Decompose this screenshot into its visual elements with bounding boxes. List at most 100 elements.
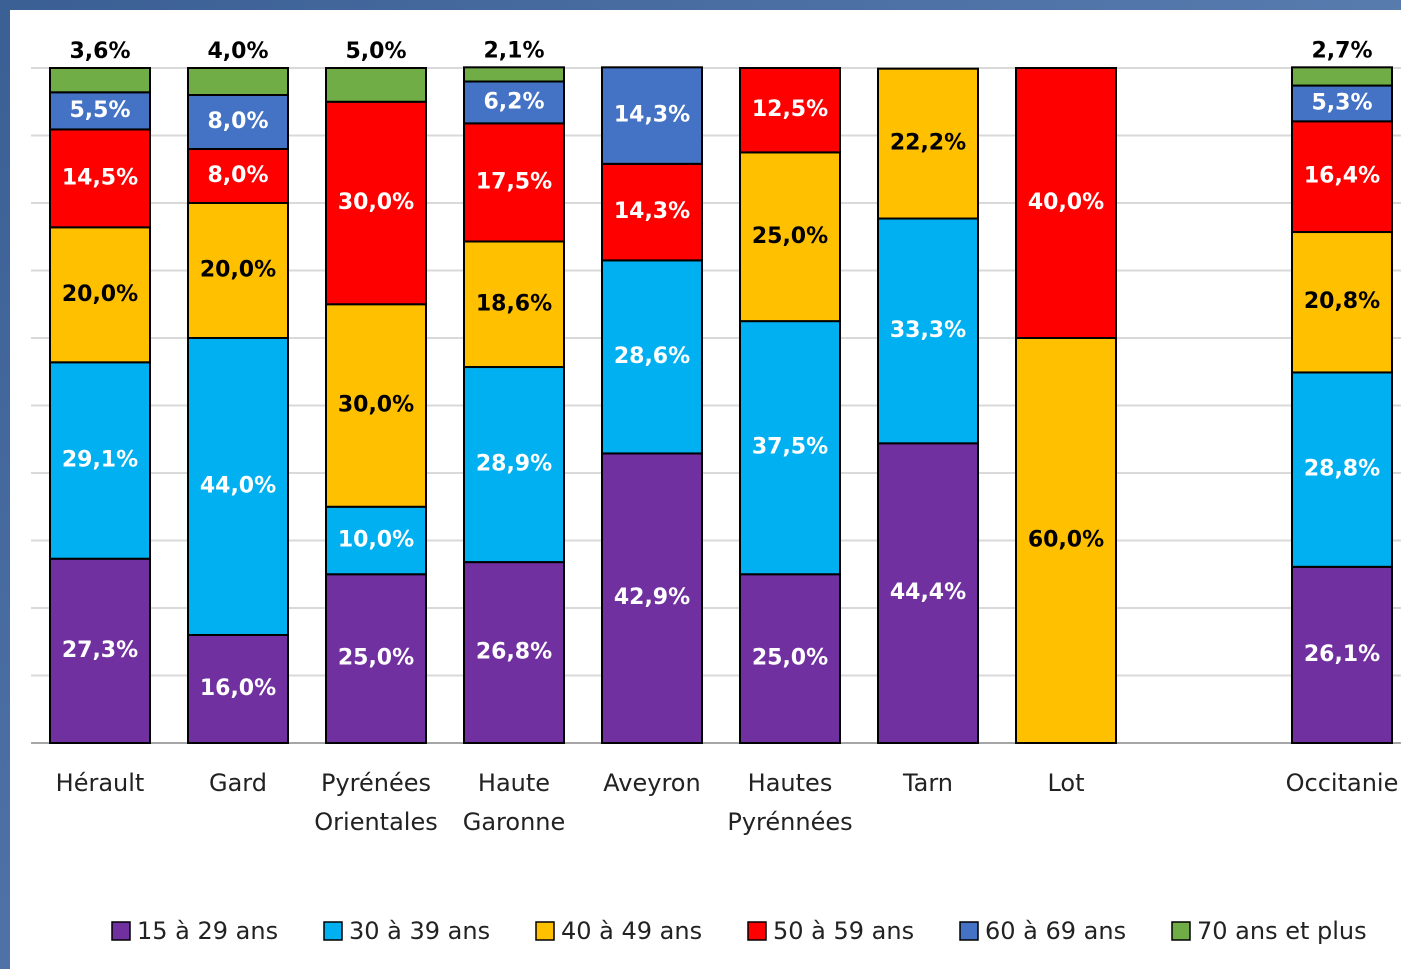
data-label: 8,0% (207, 109, 268, 134)
data-label: 14,5% (62, 165, 138, 190)
data-label: 33,3% (890, 318, 966, 343)
x-tick-label: Haute Garonne (462, 769, 566, 836)
bar-segment (49, 226, 151, 364)
data-label: 44,0% (200, 474, 276, 499)
data-label: 14,3% (614, 103, 690, 128)
legend-label: 30 à 39 ans (349, 917, 490, 945)
x-tick-label: Pyrénées Orientales (314, 769, 438, 836)
bar-segment (325, 303, 427, 508)
data-label: 20,8% (1304, 289, 1380, 314)
bar-segment (187, 67, 289, 96)
data-label: 3,6% (69, 39, 130, 64)
data-label: 17,5% (476, 169, 552, 194)
data-label: 25,0% (752, 646, 828, 671)
legend-label: 60 à 69 ans (985, 917, 1126, 945)
data-label: 30,0% (338, 190, 414, 215)
bar-segment (463, 366, 565, 564)
data-label: 37,5% (752, 435, 828, 460)
data-label: 2,7% (1311, 38, 1372, 63)
bar-segment (49, 67, 151, 94)
bar-segment (325, 505, 427, 576)
bar-segment (187, 148, 289, 204)
legend-swatch (535, 921, 555, 941)
bar-segment (463, 561, 565, 744)
bar-segment (877, 67, 979, 220)
bar-segment (877, 217, 979, 445)
data-label: 20,0% (62, 282, 138, 307)
bar-segment (601, 66, 703, 165)
bar-segment (325, 573, 427, 744)
x-tick-label: Hautes Pyrénnées (727, 769, 853, 836)
data-label: 5,0% (345, 39, 406, 64)
data-label: 40,0% (1028, 190, 1104, 215)
legend-label: 50 à 59 ans (773, 917, 914, 945)
legend-swatch (959, 921, 979, 941)
data-label: 16,4% (1304, 164, 1380, 189)
bar-segment (49, 361, 151, 560)
data-label: 29,1% (62, 448, 138, 473)
data-label: 30,0% (338, 393, 414, 418)
bar-segment (739, 151, 841, 323)
data-label: 10,0% (338, 528, 414, 553)
legend-swatch (111, 921, 131, 941)
bar-segment (49, 91, 151, 131)
bar-segment (739, 67, 841, 154)
data-label: 4,0% (207, 39, 268, 64)
data-label: 44,4% (890, 580, 966, 605)
data-label: 2,1% (483, 38, 544, 63)
bar-segment (187, 202, 289, 339)
x-tick-label: Aveyron (603, 769, 701, 797)
bar-segment (1291, 84, 1393, 123)
legend-label: 70 ans et plus (1197, 917, 1367, 945)
x-tick-label: Tarn (902, 769, 954, 797)
bar-segment (187, 337, 289, 636)
data-label: 12,5% (752, 97, 828, 122)
data-label: 60,0% (1028, 528, 1104, 553)
bar-segment (601, 452, 703, 744)
x-tick-label: Lot (1047, 769, 1085, 797)
data-label: 28,6% (614, 344, 690, 369)
bar-segment (463, 122, 565, 243)
bar-segment (463, 80, 565, 125)
x-tick-label: Gard (209, 769, 267, 797)
bar-segment (463, 66, 565, 83)
data-label: 14,3% (614, 199, 690, 224)
data-label: 26,8% (476, 640, 552, 665)
data-label: 16,0% (200, 676, 276, 701)
bar-segment (1291, 120, 1393, 234)
bar-segment (187, 634, 289, 744)
data-label: 25,0% (338, 646, 414, 671)
data-label: 18,6% (476, 291, 552, 316)
legend-swatch (747, 921, 767, 941)
data-label: 5,5% (69, 98, 130, 123)
data-label: 25,0% (752, 224, 828, 249)
bar-segment (187, 94, 289, 150)
data-label: 28,9% (476, 452, 552, 477)
data-label: 28,8% (1304, 457, 1380, 482)
bar-segment (1291, 66, 1393, 87)
data-label: 22,2% (890, 131, 966, 156)
bar-segment (49, 128, 151, 229)
x-tick-label: Occitanie (1285, 769, 1399, 797)
x-tick-label: Hérault (55, 769, 145, 797)
bar-segment (463, 240, 565, 369)
bar-segment (1291, 231, 1393, 374)
legend-label: 40 à 49 ans (561, 917, 702, 945)
data-label: 20,0% (200, 258, 276, 283)
bar-segment (325, 67, 427, 103)
data-label: 6,2% (483, 89, 544, 114)
bar-segment (739, 573, 841, 744)
bar-segment (1015, 67, 1117, 339)
bar-segment (739, 320, 841, 576)
data-label: 8,0% (207, 163, 268, 188)
data-label: 26,1% (1304, 642, 1380, 667)
legend-label: 15 à 29 ans (137, 917, 278, 945)
data-label: 5,3% (1311, 90, 1372, 115)
bar-segment (325, 100, 427, 306)
legend-swatch (1171, 921, 1191, 941)
data-label: 27,3% (62, 638, 138, 663)
bar-segment (49, 557, 151, 744)
legend-swatch (323, 921, 343, 941)
